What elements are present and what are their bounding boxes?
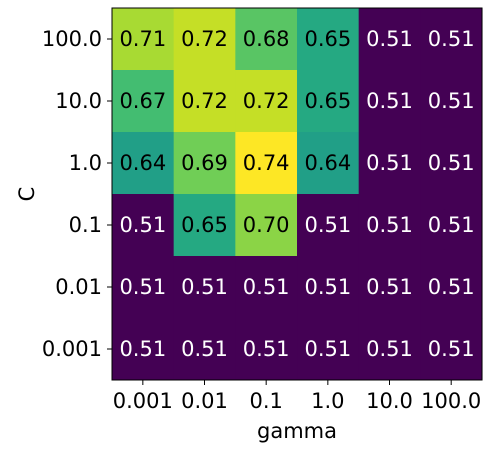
cell-value-label: 0.51 <box>428 151 475 175</box>
heatmap-cell <box>358 70 421 133</box>
x-tick-label: 100.0 <box>421 389 481 413</box>
cell-value-label: 0.51 <box>366 275 413 299</box>
cell-value-label: 0.74 <box>243 151 290 175</box>
heatmap-cell <box>112 70 175 133</box>
heatmap-cell <box>173 132 236 195</box>
cell-value-label: 0.51 <box>243 275 290 299</box>
y-tick-label: 1.0 <box>69 151 102 175</box>
plot-frame <box>111 7 483 381</box>
heatmap-cell <box>112 8 175 71</box>
cell-value-label: 0.51 <box>366 337 413 361</box>
heatmap-cell <box>420 8 483 71</box>
heatmap-cell <box>235 70 298 133</box>
x-tick-label: 0.001 <box>113 389 173 413</box>
cell-value-label: 0.51 <box>119 337 166 361</box>
cell-value-label: 0.65 <box>304 27 351 51</box>
heatmap-cell <box>235 256 298 319</box>
y-tick-label: 0.1 <box>69 213 102 237</box>
heatmap-cell <box>297 70 360 133</box>
heatmap-cell <box>112 318 175 381</box>
y-tick-label: 0.001 <box>42 337 102 361</box>
cell-value-label: 0.51 <box>428 275 475 299</box>
heatmap-cell <box>112 194 175 257</box>
x-tick-label: 0.1 <box>249 389 282 413</box>
cell-value-label: 0.51 <box>181 337 228 361</box>
cell-value-label: 0.68 <box>243 27 290 51</box>
cell-value-label: 0.51 <box>428 89 475 113</box>
heatmap-cell <box>235 132 298 195</box>
x-axis-label: gamma <box>257 419 337 443</box>
heatmap-cell <box>297 132 360 195</box>
heatmap-cell <box>358 256 421 319</box>
cell-value-label: 0.65 <box>181 213 228 237</box>
cell-value-label: 0.51 <box>304 275 351 299</box>
cell-value-label: 0.51 <box>181 275 228 299</box>
heatmap-cells <box>112 8 483 381</box>
heatmap-cell <box>235 194 298 257</box>
cell-value-label: 0.64 <box>304 151 351 175</box>
cell-value-label: 0.72 <box>181 27 228 51</box>
heatmap-cell <box>358 8 421 71</box>
cell-value-label: 0.51 <box>366 213 413 237</box>
heatmap-cell <box>420 132 483 195</box>
heatmap-cell <box>420 194 483 257</box>
heatmap-cell <box>420 256 483 319</box>
cell-value-label: 0.51 <box>243 337 290 361</box>
y-axis-label: C <box>15 187 39 202</box>
y-tick-label: 10.0 <box>55 89 102 113</box>
y-tick-label: 100.0 <box>42 27 102 51</box>
heatmap-cell <box>358 318 421 381</box>
heatmap-cell <box>173 318 236 381</box>
x-tick-label: 10.0 <box>366 389 413 413</box>
y-axis-ticks: 100.0 10.0 1.0 0.1 0.01 0.001 <box>42 27 112 361</box>
cell-value-label: 0.51 <box>366 27 413 51</box>
heatmap-cell <box>297 318 360 381</box>
heatmap-cell <box>173 8 236 71</box>
heatmap-cell <box>358 194 421 257</box>
heatmap-cell <box>297 256 360 319</box>
heatmap-cell <box>297 8 360 71</box>
cell-value-label: 0.51 <box>366 89 413 113</box>
heatmap-cell <box>235 8 298 71</box>
heatmap-cell <box>173 256 236 319</box>
cell-value-label: 0.67 <box>119 89 166 113</box>
heatmap-cell <box>420 318 483 381</box>
heatmap-cell <box>297 194 360 257</box>
cell-value-label: 0.69 <box>181 151 228 175</box>
heatmap-cell <box>235 318 298 381</box>
x-tick-label: 1.0 <box>311 389 344 413</box>
cell-value-label: 0.51 <box>428 213 475 237</box>
cell-value-label: 0.71 <box>119 27 166 51</box>
y-tick-label: 0.01 <box>55 275 102 299</box>
heatmap-cell <box>112 256 175 319</box>
cell-value-label: 0.51 <box>366 151 413 175</box>
cell-value-label: 0.72 <box>243 89 290 113</box>
cell-value-label: 0.51 <box>428 337 475 361</box>
x-axis-ticks: 0.001 0.01 0.1 1.0 10.0 100.0 <box>113 380 481 413</box>
heatmap-cell <box>112 132 175 195</box>
heatmap-cell <box>358 132 421 195</box>
cell-value-label: 0.51 <box>119 213 166 237</box>
cell-value-label: 0.51 <box>119 275 166 299</box>
cell-value-label: 0.51 <box>428 27 475 51</box>
heatmap-cell <box>173 70 236 133</box>
cell-value-label: 0.70 <box>243 213 290 237</box>
cell-value-label: 0.51 <box>304 337 351 361</box>
cell-value-label: 0.72 <box>181 89 228 113</box>
cell-value-label: 0.51 <box>304 213 351 237</box>
heatmap-cell <box>173 194 236 257</box>
cell-value-label: 0.65 <box>304 89 351 113</box>
heatmap-cell <box>420 70 483 133</box>
cell-value-label: 0.64 <box>119 151 166 175</box>
x-tick-label: 0.01 <box>181 389 228 413</box>
heatmap-cell-labels: 0.71 0.72 0.68 0.65 0.51 0.51 0.67 0.72 0.72 0.65… <box>119 27 474 361</box>
